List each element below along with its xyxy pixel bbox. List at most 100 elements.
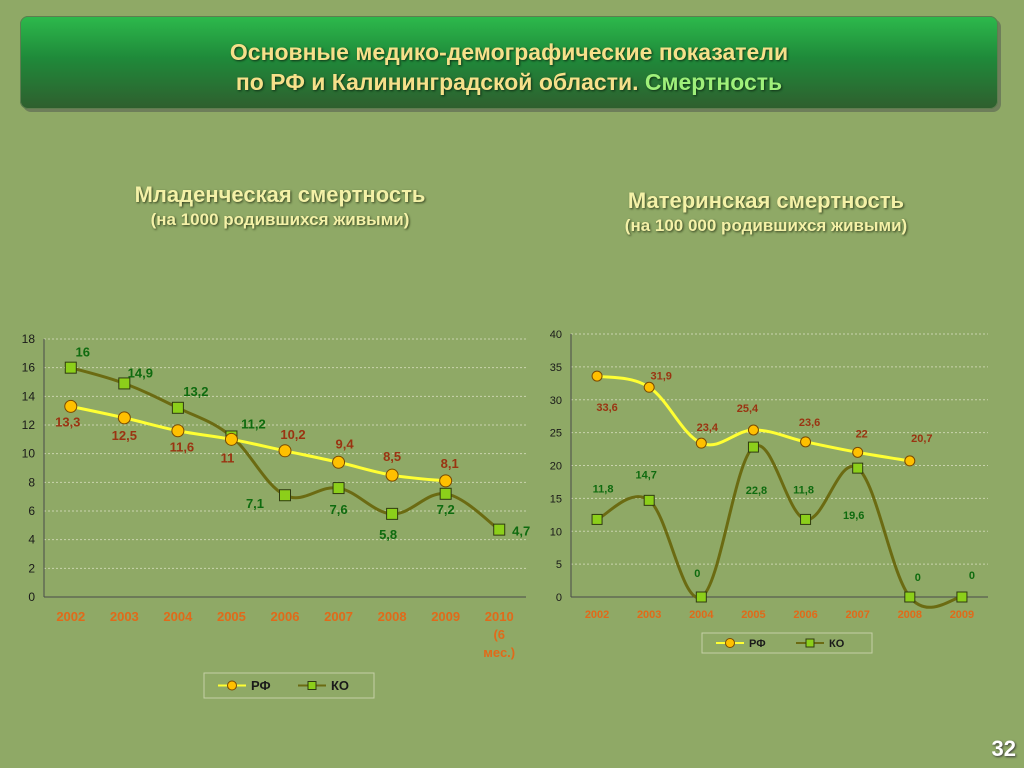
ko-data-point — [118, 377, 131, 390]
x-tick-label: 2004 — [689, 609, 714, 621]
infant-mortality-title: Младенческая смертность (на 1000 родивши… — [110, 181, 450, 231]
ko-data-point — [64, 361, 77, 374]
y-tick-label: 40 — [550, 329, 562, 341]
x-tick-label: 2007 — [845, 609, 869, 621]
legend-box — [203, 672, 375, 699]
rf-data-point — [332, 455, 346, 469]
y-tick-label: 20 — [550, 461, 562, 473]
rf-data-point — [224, 432, 238, 446]
x-tick-label: 2009 — [431, 609, 460, 624]
rf-data-point — [800, 436, 812, 448]
ko-data-point — [591, 513, 603, 525]
rf-data-point — [852, 446, 864, 458]
y-tick-label: 18 — [22, 332, 36, 346]
rf-data-point — [64, 399, 78, 413]
y-tick-label: 5 — [556, 559, 562, 571]
legend-swatch-marker — [227, 680, 237, 691]
y-tick-label: 25 — [550, 428, 562, 440]
ko-data-label: 7,1 — [246, 496, 264, 511]
ko-data-label: 7,2 — [437, 502, 455, 517]
ko-data-point — [279, 489, 291, 502]
chart-title-text: Материнская смертность — [627, 188, 905, 213]
chart-title-text: Младенческая смертность — [134, 182, 426, 207]
ko-data-point — [171, 401, 184, 414]
rf-data-point — [171, 424, 185, 438]
x-tick-label: 2006 — [271, 609, 300, 624]
ko-data-point — [747, 441, 759, 453]
chart-subtitle-text: (на 1000 родившихся живыми) — [150, 210, 410, 229]
maternal-mortality-title: Материнская смертность (на 100 000 родив… — [580, 187, 952, 237]
legend-swatch-marker — [725, 638, 735, 648]
page-number: 32 — [991, 736, 1016, 761]
rf-data-point — [278, 444, 292, 458]
legend-swatch-marker — [307, 681, 317, 690]
y-tick-label: 12 — [22, 418, 36, 432]
y-tick-label: 0 — [556, 592, 562, 604]
ko-data-label: 13,2 — [183, 384, 208, 399]
x-tick-label: 2003 — [110, 609, 139, 624]
rf-data-point — [591, 370, 603, 382]
legend-label: РФ — [251, 678, 271, 693]
ko-data-label: 11,2 — [241, 416, 266, 431]
y-tick-label: 6 — [28, 504, 35, 518]
legend-label: РФ — [749, 638, 766, 650]
ko-data-label: 0 — [694, 568, 700, 580]
rf-data-point — [439, 474, 453, 488]
ko-data-label: 16 — [76, 345, 90, 360]
y-tick-label: 10 — [22, 447, 36, 461]
x-tick-label: 2009 — [950, 609, 974, 621]
rf-data-point — [643, 381, 655, 393]
rf-data-point — [747, 424, 759, 436]
rf-data-label: 33,6 — [596, 402, 617, 414]
ko-series-line — [596, 444, 963, 609]
x-tick-label: 2008 — [378, 609, 407, 624]
y-tick-label: 16 — [22, 361, 36, 375]
rf-data-label: 11,6 — [170, 440, 195, 455]
ko-data-point — [643, 494, 655, 506]
y-tick-label: 35 — [550, 362, 562, 374]
rf-data-label: 8,5 — [383, 449, 401, 464]
rf-data-label: 23,4 — [697, 422, 719, 434]
y-tick-label: 2 — [28, 561, 35, 575]
title-line-1: Основные медико-демографические показате… — [229, 39, 789, 65]
x-tick-label: 2010 — [485, 609, 514, 624]
ko-data-point — [695, 591, 707, 603]
rf-data-label: 13,3 — [55, 414, 80, 429]
x-tick-label: 2006 — [793, 609, 817, 621]
x-tick-label: 2004 — [163, 609, 193, 624]
rf-data-point — [117, 411, 131, 425]
legend-box — [701, 632, 873, 654]
legend-swatch-marker — [805, 638, 815, 648]
rf-data-label: 31,9 — [650, 370, 671, 382]
ko-data-point — [904, 591, 916, 603]
y-tick-label: 4 — [28, 533, 35, 547]
ko-data-point — [852, 462, 864, 474]
ko-data-label: 14,9 — [128, 365, 153, 380]
y-tick-label: 10 — [550, 526, 562, 538]
rf-data-label: 23,6 — [799, 417, 820, 429]
ko-data-label: 0 — [915, 572, 921, 584]
x-tick-label: (6 — [493, 627, 505, 642]
x-tick-label: 2007 — [324, 609, 353, 624]
ko-data-point — [493, 523, 506, 536]
y-tick-label: 15 — [550, 493, 562, 505]
y-tick-label: 14 — [22, 389, 36, 403]
ko-data-label: 11,8 — [793, 484, 814, 496]
chart-subtitle-text: (на 100 000 родившихся живыми) — [624, 216, 908, 235]
rf-data-label: 11 — [221, 450, 235, 465]
x-tick-label: 2008 — [898, 609, 922, 621]
ko-data-label: 19,6 — [843, 510, 864, 522]
rf-data-label: 20,7 — [911, 433, 932, 445]
ko-data-point — [386, 507, 399, 520]
x-tick-label: 2002 — [585, 609, 609, 621]
rf-data-label: 22 — [856, 428, 868, 440]
header-banner: Основные медико-демографические показате… — [20, 16, 998, 109]
rf-data-point — [385, 468, 399, 482]
legend-label: КО — [829, 638, 845, 650]
y-tick-label: 0 — [28, 590, 35, 604]
rf-data-point — [904, 455, 916, 467]
ko-data-label: 14,7 — [635, 469, 656, 481]
ko-data-label: 11,8 — [593, 483, 614, 495]
legend-label: КО — [331, 678, 349, 693]
y-tick-label: 8 — [28, 475, 35, 489]
